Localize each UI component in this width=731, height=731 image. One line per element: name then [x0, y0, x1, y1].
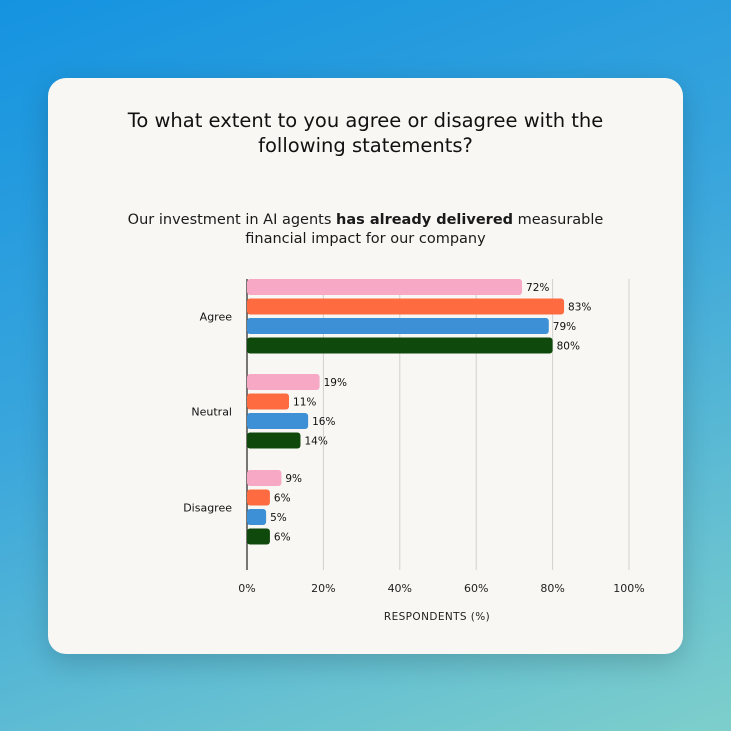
bar: [247, 528, 270, 545]
chart-title-line-1: To what extent to you agree or disagree …: [127, 109, 604, 132]
bar: [247, 393, 290, 410]
bar-value-label: 72%: [526, 282, 549, 294]
x-axis-title: RESPONDENTS (%): [384, 611, 490, 623]
bar: [247, 279, 523, 295]
bar: [247, 374, 320, 390]
bar-value-label: 11%: [293, 397, 316, 409]
subtitle-text-post: measurable: [513, 212, 604, 228]
subtitle-text-pre: Our investment in AI agents: [127, 212, 337, 228]
bar: [247, 298, 565, 315]
chart-card: To what extent to you agree or disagree …: [48, 78, 683, 654]
bar-value-label: 6%: [274, 493, 291, 505]
chart-title: To what extent to you agree or disagree …: [48, 108, 683, 158]
bar: [247, 470, 282, 486]
chart-subtitle-line-2: financial impact for our company: [245, 231, 486, 247]
bar-value-label: 80%: [557, 341, 580, 353]
x-tick-label: 80%: [540, 582, 564, 595]
chart-subtitle-line-1: Our investment in AI agents has already …: [48, 211, 683, 230]
chart-subtitle: Our investment in AI agents has already …: [48, 211, 683, 249]
bar-value-label: 6%: [274, 532, 291, 544]
bar: [247, 432, 301, 449]
bar-value-label: 14%: [304, 436, 327, 448]
x-tick-label: 60%: [464, 582, 488, 595]
bar-value-label: 79%: [553, 321, 576, 333]
category-label: Neutral: [191, 405, 232, 418]
subtitle-text-bold: has already delivered: [336, 212, 514, 228]
bar-value-label: 83%: [568, 302, 591, 314]
bar-value-label: 5%: [270, 512, 287, 524]
bar-value-label: 9%: [285, 473, 302, 485]
bar-value-label: 19%: [324, 377, 347, 389]
bar-value-label: 16%: [312, 416, 335, 428]
x-tick-label: 20%: [311, 582, 335, 595]
x-tick-label: 100%: [613, 582, 644, 595]
x-tick-label: 0%: [238, 582, 255, 595]
bar: [247, 489, 270, 506]
category-label: Agree: [200, 310, 233, 323]
bar: [247, 509, 267, 525]
bar: [247, 318, 549, 334]
bar-chart: 0% 20% 40% 60% 80% 100% RESPONDENTS (%) Agree 72…: [183, 279, 645, 623]
category-label: Disagree: [183, 501, 232, 514]
chart-title-line-2: following statements?: [258, 134, 473, 157]
bar: [247, 337, 553, 354]
bar: [247, 413, 309, 429]
x-tick-label: 40%: [388, 582, 412, 595]
